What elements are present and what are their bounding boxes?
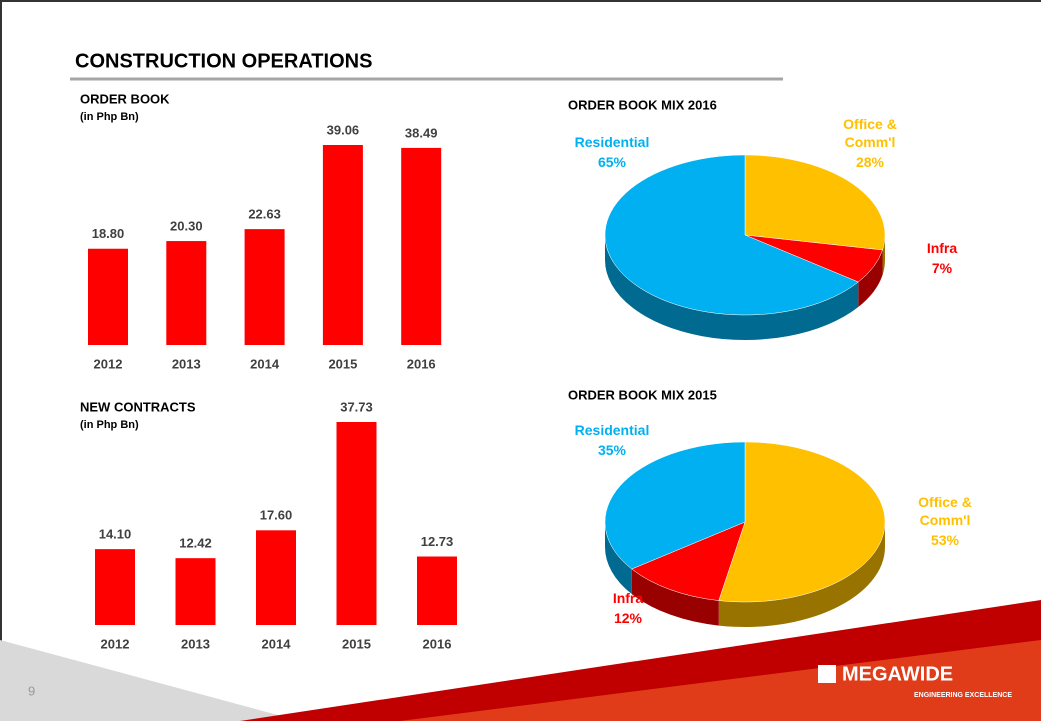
slice-label: 35% — [597, 442, 627, 458]
pie-side — [718, 522, 885, 628]
slice-name: Infra — [926, 240, 958, 256]
corner-shape — [0, 640, 300, 721]
slide-title: CONSTRUCTION OPERATIONS — [75, 50, 372, 72]
value-label: 37.73 — [340, 399, 373, 414]
bar — [95, 549, 135, 625]
slice-name: Office & Comm'l — [843, 116, 897, 150]
swoosh — [400, 640, 1041, 721]
x-tick-label: 2015 — [342, 636, 371, 651]
slice-name: Office & Comm'l — [918, 494, 972, 528]
pie-side — [858, 249, 883, 308]
logo: MEGAWIDE — [842, 663, 953, 685]
pie-side — [631, 569, 719, 626]
x-tick-label: 2012 — [101, 636, 130, 651]
pie-slice — [604, 154, 859, 316]
bar — [244, 229, 285, 345]
value-label: 22.63 — [248, 207, 281, 222]
pie-slice — [604, 441, 746, 570]
slice-label: 28% — [855, 154, 885, 170]
pie-slice — [744, 154, 886, 251]
chart-subtitle: (in Php Bn) — [80, 111, 139, 123]
slice-name: Infra — [612, 590, 644, 606]
slice-label: 12% — [613, 610, 643, 626]
chart-subtitle: (in Php Bn) — [80, 419, 139, 431]
chart-title: ORDER BOOK MIX 2015 — [568, 387, 717, 402]
slice-name: Residential — [574, 422, 650, 438]
x-tick-label: 2013 — [181, 636, 210, 651]
pie-slice — [718, 441, 886, 603]
value-label: 14.10 — [99, 527, 132, 542]
pie-side — [882, 235, 885, 275]
value-label: 39.06 — [327, 122, 360, 137]
logo-icon — [818, 665, 836, 683]
bar — [88, 248, 128, 345]
x-tick-label: 2016 — [423, 636, 452, 651]
pie-side — [605, 235, 859, 341]
x-tick-label: 2013 — [172, 356, 201, 371]
bar — [256, 530, 296, 625]
bar — [166, 241, 207, 345]
bar — [175, 558, 216, 625]
bar — [322, 145, 363, 345]
chart-title: ORDER BOOK MIX 2016 — [568, 97, 717, 112]
page-number: 9 — [28, 683, 35, 698]
value-label: 20.30 — [170, 218, 203, 233]
bar — [401, 147, 442, 345]
bar — [417, 556, 457, 625]
slice-name: Residential — [574, 134, 650, 150]
x-tick-label: 2014 — [262, 636, 292, 651]
bar — [336, 422, 377, 625]
x-tick-label: 2012 — [94, 356, 123, 371]
slice-label: 65% — [597, 154, 627, 170]
chart-title: ORDER BOOK — [80, 91, 170, 106]
x-tick-label: 2014 — [250, 356, 280, 371]
x-tick-label: 2015 — [328, 356, 357, 371]
pie-slice — [631, 521, 746, 601]
tagline: ENGINEERING EXCELLENCE — [914, 692, 1012, 699]
value-label: 12.73 — [421, 534, 454, 549]
slice-label: 7% — [931, 260, 953, 276]
chart-title: NEW CONTRACTS — [80, 399, 196, 414]
value-label: 12.42 — [179, 536, 212, 551]
value-label: 38.49 — [405, 125, 438, 140]
x-tick-label: 2016 — [407, 356, 436, 371]
pie-side — [605, 522, 632, 595]
value-label: 17.60 — [260, 508, 293, 523]
slice-label: 53% — [930, 532, 960, 548]
value-label: 18.80 — [92, 226, 125, 241]
